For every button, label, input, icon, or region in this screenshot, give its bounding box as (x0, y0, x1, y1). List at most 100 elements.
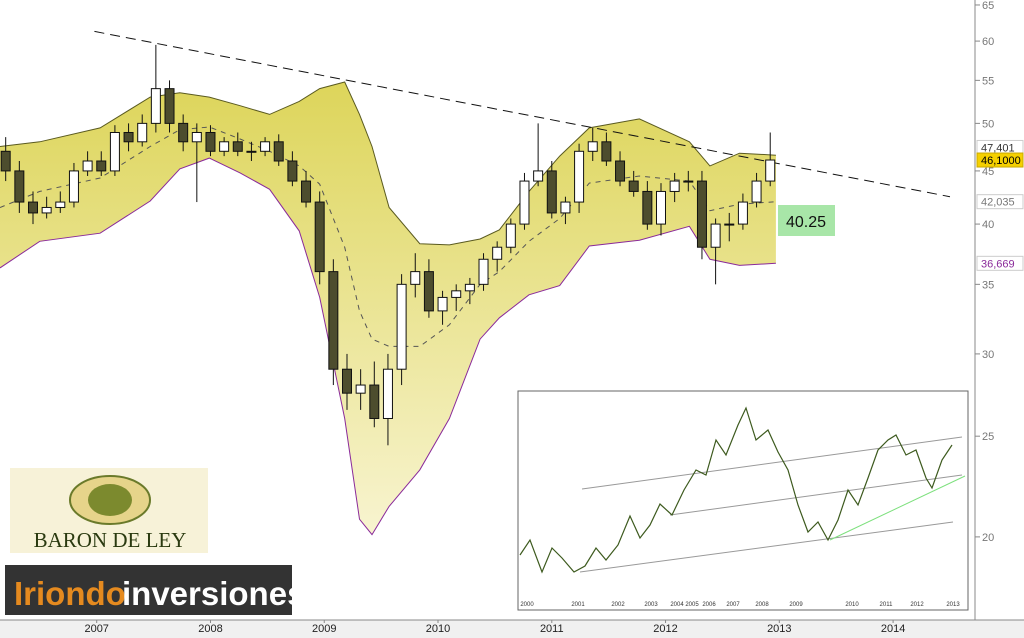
candle-body (396, 283, 407, 370)
price-tag (976, 152, 1024, 168)
candle-body (696, 180, 707, 248)
y-tick-label: 35 (982, 279, 994, 291)
candle-body (123, 131, 134, 143)
candle-body (355, 384, 366, 394)
y-tick-label: 60 (982, 36, 994, 48)
x-tick-label: 2013 (767, 623, 791, 635)
candle-body (451, 290, 462, 298)
x-tick-label: 2007 (84, 623, 108, 635)
candle-body (437, 296, 448, 312)
inset-chart (517, 390, 969, 611)
inset-x-label: 2005 (685, 602, 699, 608)
candle-body (519, 180, 530, 225)
inset-x-label: 2010 (845, 602, 859, 608)
inset-x-label: 2004 (670, 602, 684, 608)
candle-body (642, 190, 653, 225)
candle-body (710, 223, 721, 248)
candle-body (669, 180, 680, 192)
inset-x-label: 2002 (611, 602, 625, 608)
candle-body (615, 160, 626, 182)
candle-body (219, 141, 230, 152)
inset-channel-line (581, 436, 963, 490)
inset-x-label: 2009 (789, 602, 803, 608)
brand-part1: Iriondo (14, 575, 126, 612)
candle-body (587, 141, 598, 152)
candle-body (423, 271, 434, 312)
x-tick-label: 2014 (881, 623, 905, 635)
candle-body (601, 141, 612, 162)
x-axis-strip (0, 620, 1024, 638)
price-tag (976, 255, 1024, 271)
x-tick-label: 2008 (198, 623, 222, 635)
candle-body (109, 131, 120, 172)
company-name: BARON DE LEY (34, 528, 187, 552)
candle-body (765, 159, 776, 182)
inset-x-label: 2001 (571, 602, 585, 608)
annotation-box (778, 205, 835, 236)
candle-body (478, 258, 489, 285)
candle-body (724, 223, 735, 226)
candle-body (533, 170, 544, 182)
candle-body (55, 201, 66, 208)
trendline (94, 30, 951, 198)
candle-body (410, 271, 421, 285)
x-tick-label: 2011 (540, 623, 564, 635)
y-tick-label: 40 (982, 219, 994, 231)
inset-channel-line (579, 521, 954, 573)
brand-part2: inversiones (122, 575, 305, 612)
candle-body (492, 246, 503, 260)
candle-body (382, 368, 393, 419)
candle-body (287, 160, 298, 182)
candle-body (751, 180, 762, 203)
candle-body (628, 180, 639, 192)
inset-x-label: 2012 (910, 602, 924, 608)
candle-body (260, 141, 271, 152)
price-tag-label: 42,035 (981, 197, 1015, 209)
candle-body (301, 180, 312, 203)
annotation: 40.25 (786, 214, 826, 231)
x-tick-label: 2009 (312, 623, 336, 635)
candle-body (314, 201, 325, 273)
y-axis-strip (975, 0, 1024, 620)
candle-body (505, 223, 516, 248)
candle-body (41, 206, 52, 214)
candle-body (178, 122, 189, 143)
logo-emblem-inner (88, 484, 132, 516)
inset-x-label: 2013 (946, 602, 960, 608)
candle-body (464, 283, 475, 292)
candle-body (164, 88, 175, 124)
candle-body (546, 170, 557, 214)
candle-body (273, 141, 284, 162)
inset-x-label: 2000 (520, 602, 534, 608)
inset-channel-line (669, 474, 963, 516)
inset-x-label: 2003 (644, 602, 658, 608)
x-tick-label: 2012 (653, 623, 677, 635)
y-tick-label: 25 (982, 431, 994, 443)
y-tick-label: 65 (982, 0, 994, 12)
price-tag-label: 47,401 (981, 142, 1015, 154)
inset-support-line (829, 475, 966, 541)
candle-body (191, 131, 202, 143)
price-tag (976, 194, 1024, 210)
candle-body (14, 170, 25, 203)
candle-body (150, 88, 161, 124)
inset-x-labels: 2000 2001 2002 2003 2004 2005 2006 2007 2008 2009… (520, 602, 960, 608)
inset-x-label: 2006 (702, 602, 716, 608)
inset-x-label: 2008 (755, 602, 769, 608)
price-tag-label: 46,1000 (981, 155, 1021, 167)
y-tick-label: 30 (982, 349, 994, 361)
y-tick-label: 45 (982, 166, 994, 178)
inset-x-label: 2007 (726, 602, 740, 608)
candle-body (68, 170, 79, 203)
candle-body (737, 201, 748, 225)
candle-body (96, 160, 107, 172)
candle-body (369, 384, 380, 419)
candle-body (574, 150, 585, 203)
candle-body (246, 150, 257, 153)
candle-body (232, 141, 243, 152)
candle-body (655, 190, 666, 225)
band-lower (0, 157, 776, 536)
candle-body (82, 160, 93, 172)
